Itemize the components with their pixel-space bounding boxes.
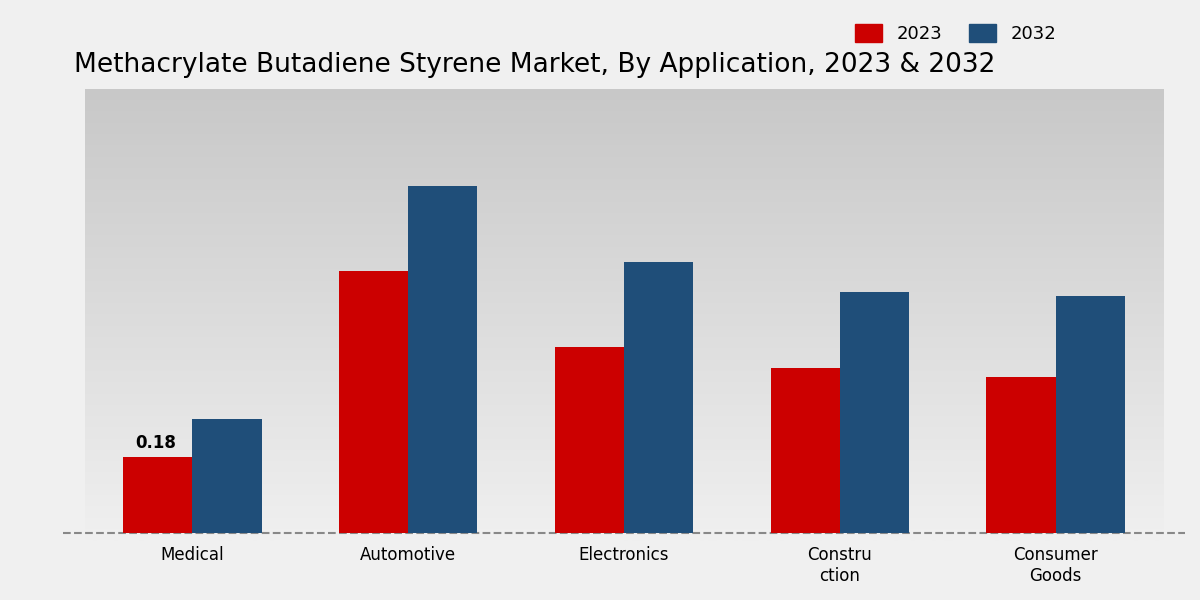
Bar xyxy=(554,347,624,533)
Bar xyxy=(840,292,908,533)
Text: Methacrylate Butadiene Styrene Market, By Application, 2023 & 2032: Methacrylate Butadiene Styrene Market, B… xyxy=(74,52,996,79)
Text: 0.18: 0.18 xyxy=(136,434,176,452)
Bar xyxy=(192,419,262,533)
Bar xyxy=(124,457,192,533)
Bar xyxy=(1056,296,1124,533)
Bar xyxy=(986,377,1056,533)
Bar xyxy=(624,262,694,533)
Bar xyxy=(340,271,408,533)
Bar xyxy=(408,187,478,533)
Legend: 2023, 2032: 2023, 2032 xyxy=(847,17,1063,50)
Bar xyxy=(770,368,840,533)
